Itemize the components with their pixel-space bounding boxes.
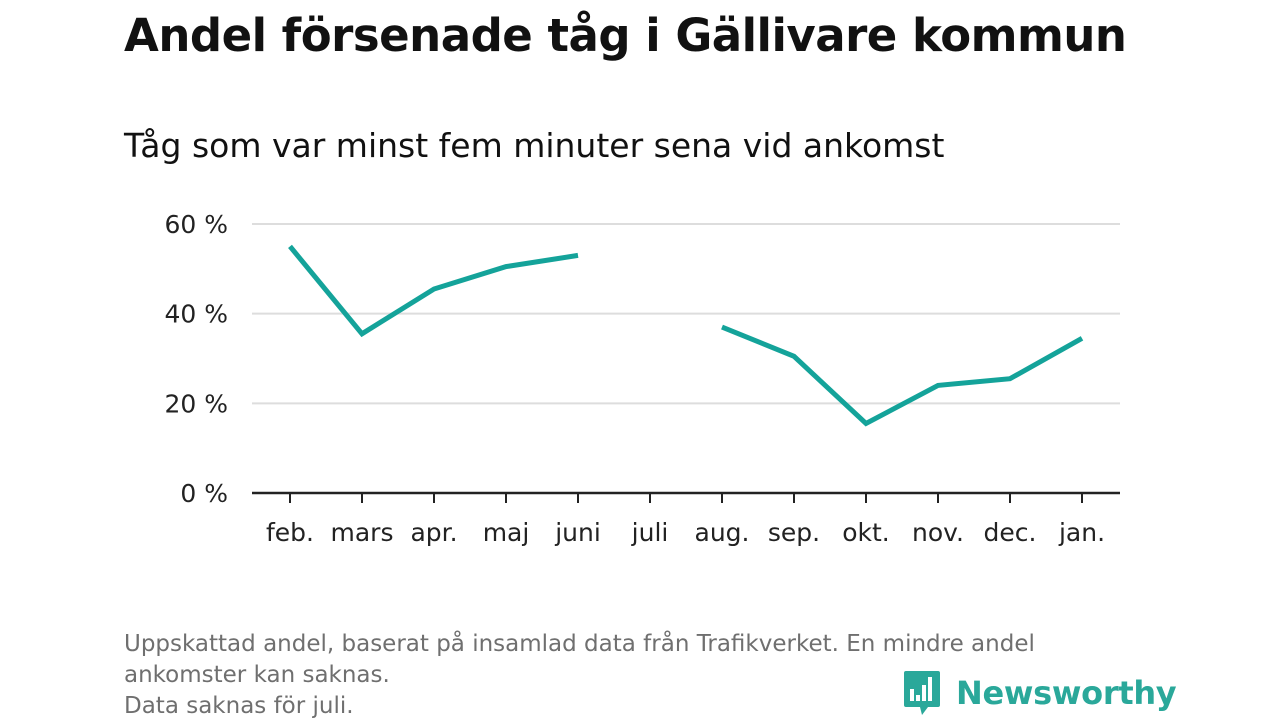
gridlines: [252, 223, 1120, 405]
y-tick-label: 0 %: [180, 479, 228, 508]
x-tick-label: juni: [554, 518, 601, 547]
x-tick-label: juli: [631, 518, 669, 547]
brand-name: Newsworthy: [956, 674, 1177, 712]
footnote-line-2: ankomster kan saknas.: [124, 662, 390, 688]
footnote: Uppskattad andel, baserat på insamlad da…: [124, 629, 1164, 722]
x-tick-label: mars: [331, 518, 394, 547]
chart-title: Andel försenade tåg i Gällivare kommun: [124, 9, 1127, 62]
y-tick-label: 40 %: [164, 300, 228, 329]
y-tick-label: 20 %: [164, 389, 228, 418]
x-tick-label: okt.: [842, 518, 890, 547]
x-tick-label: apr.: [410, 518, 457, 547]
series-line-segment: [288, 244, 579, 338]
newsworthy-logo-icon: [904, 671, 940, 715]
brand-logo: Newsworthy: [902, 668, 1177, 718]
x-tick-label: feb.: [266, 518, 314, 547]
series-line-segment: [721, 324, 1084, 427]
x-tick-label: nov.: [912, 518, 964, 547]
x-tick-label: sep.: [768, 518, 820, 547]
x-tick-label: aug.: [695, 518, 750, 547]
x-tick-label: maj: [483, 518, 530, 547]
line-chart: 0 % 20 % 40 % 60 % feb. mars apr. maj juni juli a…: [164, 210, 1120, 547]
x-tick-label: dec.: [984, 518, 1037, 547]
footnote-line-3: Data saknas för juli.: [124, 693, 354, 719]
footnote-line-1: Uppskattad andel, baserat på insamlad da…: [124, 631, 1035, 657]
x-axis-tick-labels: feb. mars apr. maj juni juli aug. sep. okt. nov. d…: [266, 518, 1105, 547]
series-lines: [288, 244, 1084, 427]
chart-subtitle: Tåg som var minst fem minuter sena vid a…: [124, 126, 945, 165]
x-axis: [252, 491, 1120, 503]
y-axis-tick-labels: 0 % 20 % 40 % 60 %: [164, 210, 228, 508]
x-tick-label: jan.: [1058, 518, 1105, 547]
y-tick-label: 60 %: [164, 210, 228, 239]
